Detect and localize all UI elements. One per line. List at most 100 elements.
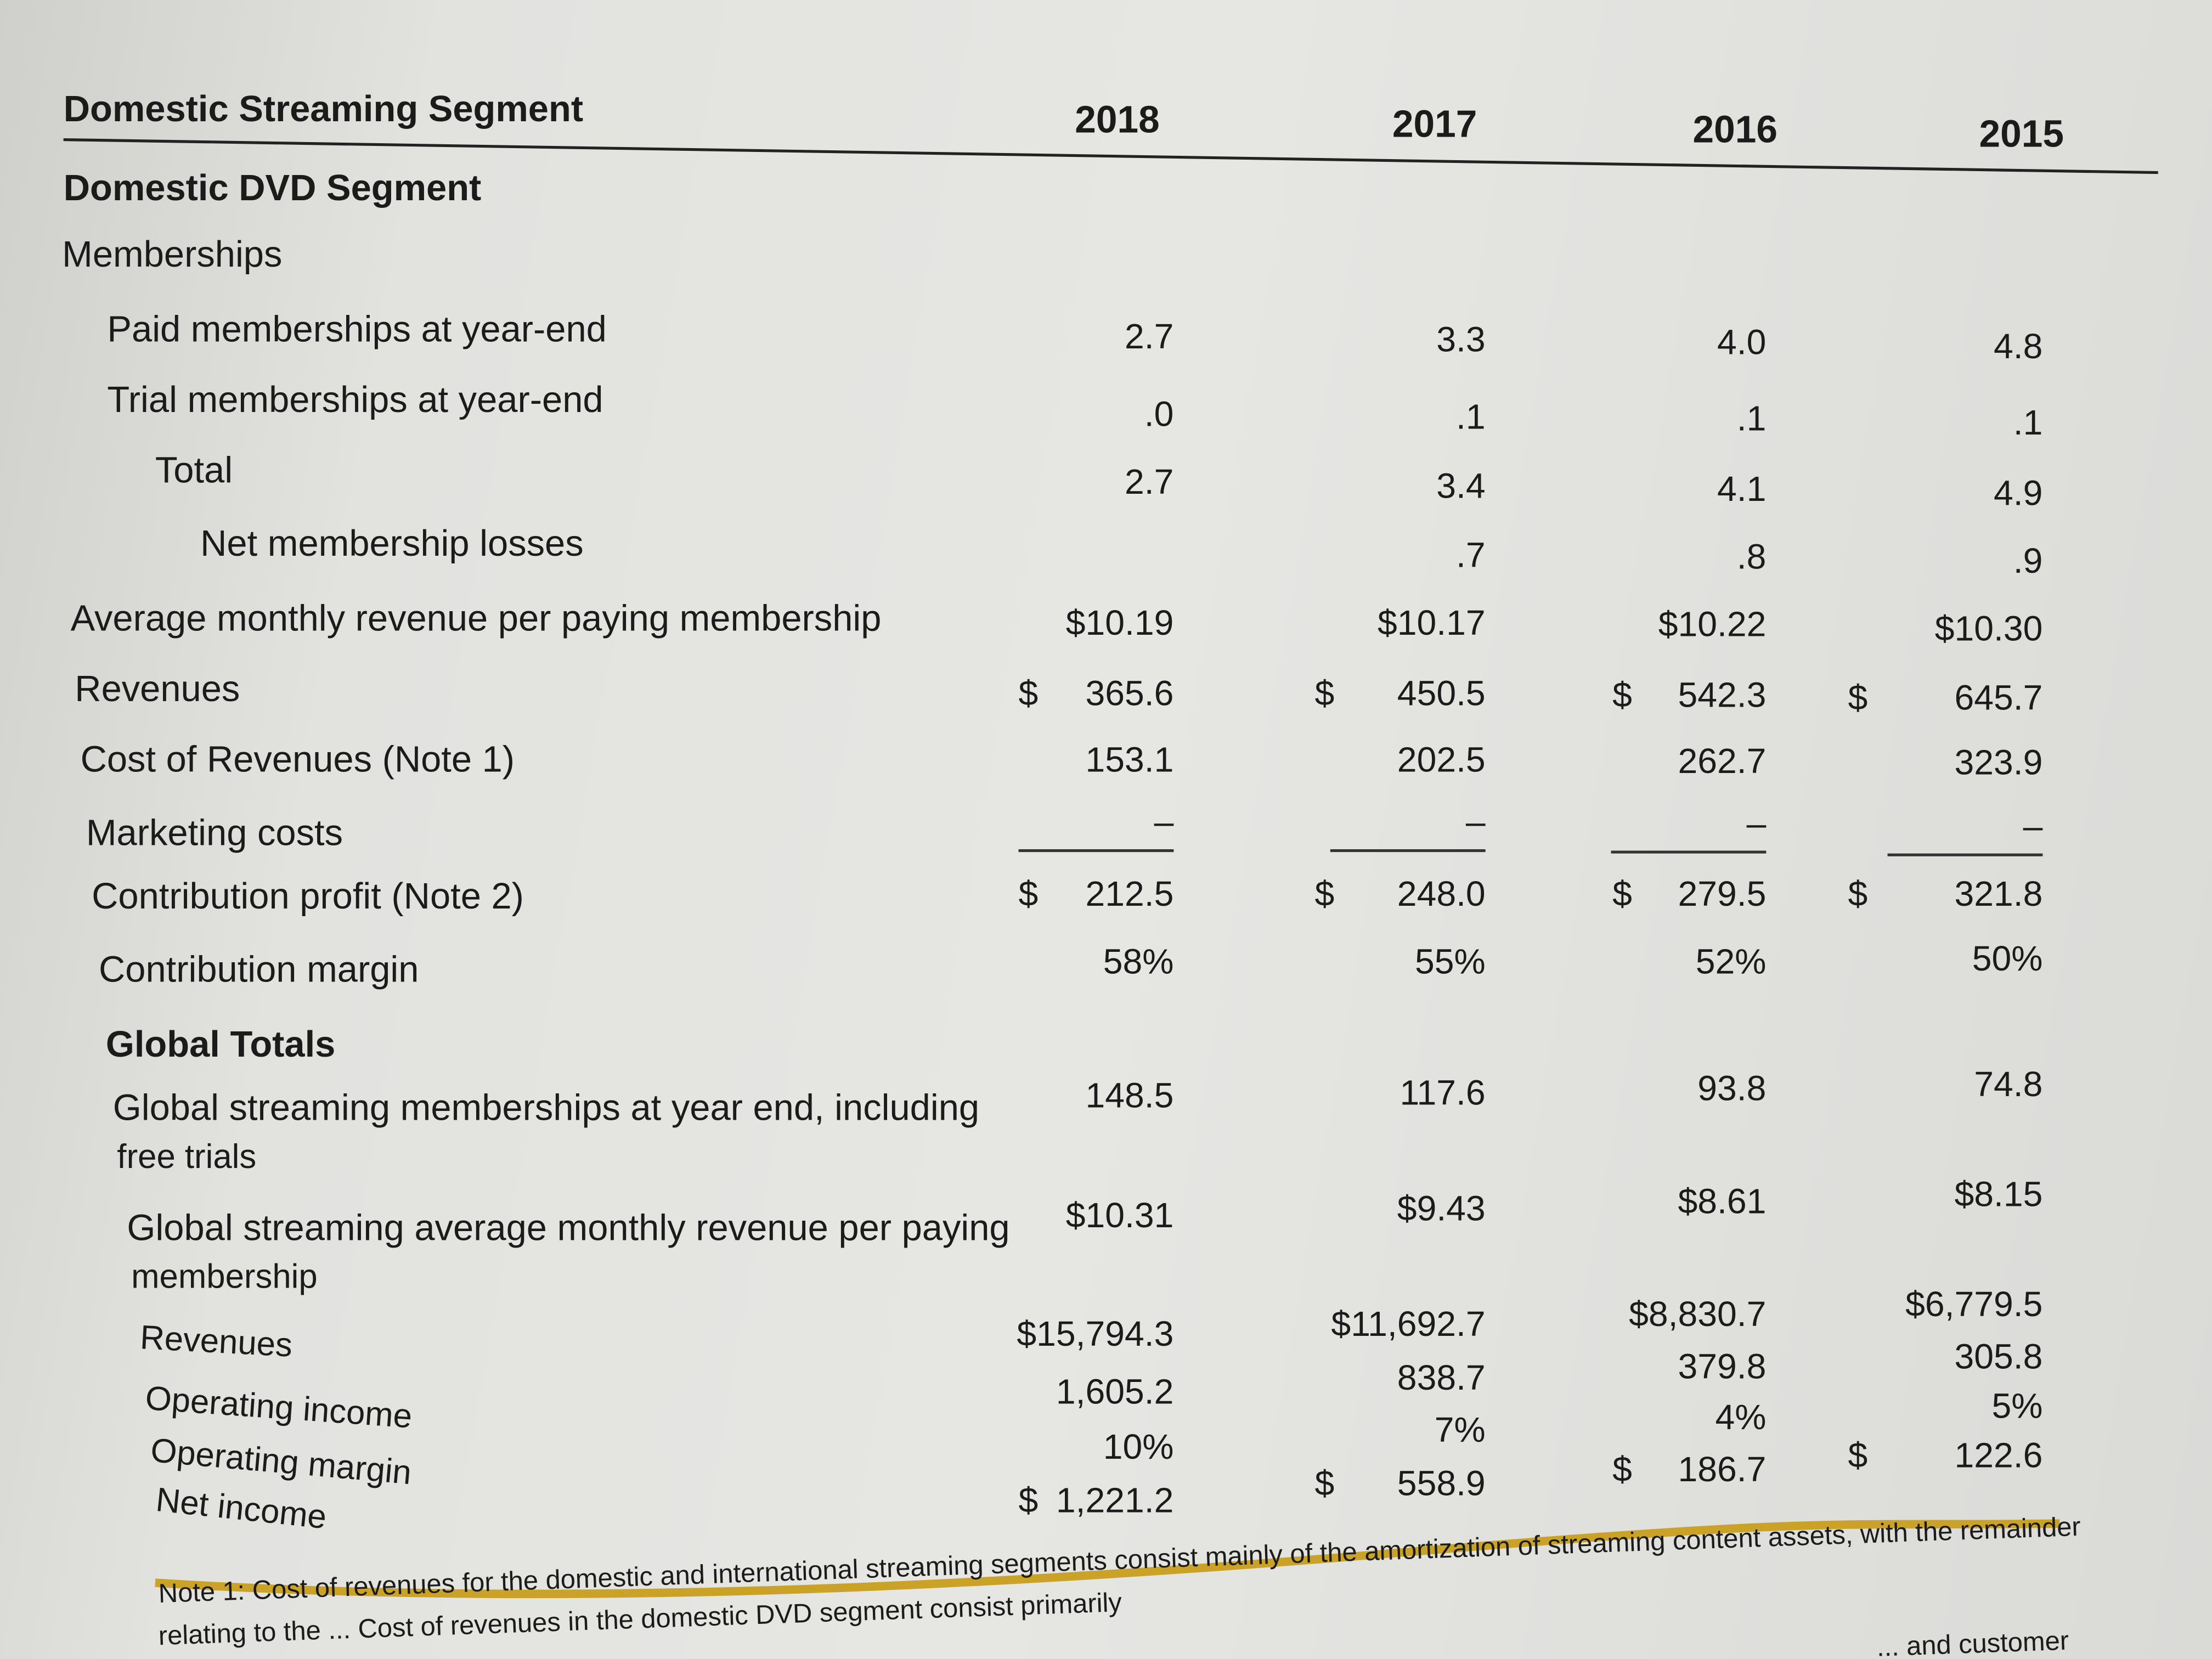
- row-label: Marketing costs: [86, 811, 343, 854]
- subtotal-rule: [1611, 850, 1767, 853]
- value-2017: 838.7: [1397, 1358, 1486, 1398]
- value-2018: 212.5: [1085, 874, 1174, 915]
- value-2018: .0: [1144, 394, 1174, 435]
- value-2015: .1: [2013, 403, 2043, 443]
- value-2016: 542.3: [1678, 675, 1767, 715]
- value-2018: –: [1154, 803, 1174, 843]
- row-label: Trial memberships at year-end: [107, 378, 603, 421]
- dollar-sign: $: [1612, 1450, 1632, 1490]
- row-label: Revenues: [139, 1319, 294, 1365]
- value-2015: 4.8: [1993, 327, 2043, 367]
- row-label: Contribution profit (Note 2): [92, 874, 524, 917]
- value-2016: .8: [1736, 537, 1767, 577]
- dollar-sign: $: [1314, 874, 1335, 915]
- value-2018: $10.31: [1065, 1196, 1174, 1236]
- dollar-sign: $: [1848, 874, 1868, 915]
- dollar-sign: $: [1612, 874, 1632, 915]
- value-2017: $11,692.7: [1331, 1305, 1486, 1345]
- value-2015: $10.30: [1934, 609, 2043, 649]
- value-2016: 262.7: [1678, 742, 1767, 782]
- subtotal-rule: [1018, 849, 1174, 851]
- year-2017-header: 2017: [1392, 103, 1477, 145]
- value-2018: 1,605.2: [1056, 1372, 1174, 1412]
- dollar-sign: $: [1018, 674, 1039, 714]
- value-2018: 10%: [1103, 1427, 1174, 1468]
- year-2018-header: 2018: [1075, 98, 1160, 142]
- row-label: Domestic DVD Segment: [63, 166, 482, 209]
- dollar-sign: $: [1018, 874, 1039, 915]
- value-2017: .7: [1456, 536, 1486, 576]
- value-2015: 5%: [1991, 1386, 2043, 1426]
- row-label: Memberships: [62, 233, 283, 275]
- value-2017: 3.3: [1436, 320, 1486, 360]
- value-2017: $9.43: [1397, 1189, 1486, 1229]
- value-2016: –: [1746, 804, 1767, 844]
- value-2015: 50%: [1972, 939, 2043, 979]
- value-2015: 645.7: [1954, 678, 2043, 718]
- value-2017: 55%: [1414, 942, 1486, 982]
- value-2017: 3.4: [1436, 467, 1486, 507]
- row-label: Revenues: [75, 667, 240, 710]
- value-2018: 2.7: [1125, 317, 1174, 357]
- row-label: Global Totals: [105, 1023, 336, 1065]
- value-2017: 450.5: [1397, 674, 1486, 714]
- dollar-sign: $: [1314, 674, 1335, 714]
- value-2016: 93.8: [1697, 1069, 1767, 1109]
- value-2016: $8,830.7: [1629, 1295, 1767, 1335]
- row-label: Average monthly revenue per paying membe…: [70, 596, 882, 639]
- value-2018: 148.5: [1085, 1076, 1174, 1116]
- value-2015: 321.8: [1954, 874, 2043, 915]
- dollar-sign: $: [1314, 1464, 1335, 1504]
- value-2016: 186.7: [1678, 1450, 1767, 1490]
- value-2016: 4.1: [1717, 470, 1767, 510]
- value-2016: .1: [1736, 399, 1767, 439]
- value-2017: 558.9: [1397, 1464, 1486, 1504]
- value-2015: 4.9: [1993, 473, 2043, 514]
- dollar-sign: $: [1018, 1481, 1039, 1521]
- row-label: Net membership losses: [200, 522, 584, 565]
- value-2018: 58%: [1103, 942, 1174, 982]
- value-2018: 2.7: [1125, 462, 1174, 503]
- value-2016: $10.22: [1658, 605, 1767, 645]
- value-2018: $10.19: [1065, 603, 1174, 644]
- segment-title: Domestic Streaming Segment: [63, 87, 584, 130]
- value-2018: 1,221.2: [1056, 1481, 1174, 1521]
- row-label: Global streaming average monthly revenue…: [127, 1206, 1010, 1249]
- value-2017: –: [1465, 803, 1486, 843]
- value-2015: 305.8: [1954, 1337, 2043, 1377]
- value-2015: –: [2023, 806, 2043, 847]
- dollar-sign: $: [1612, 675, 1632, 715]
- value-2016: 279.5: [1678, 874, 1767, 915]
- value-2016: 52%: [1695, 942, 1767, 982]
- value-2015: $6,779.5: [1905, 1285, 2043, 1325]
- value-2016: $8.61: [1678, 1182, 1767, 1222]
- year-2016-header: 2016: [1692, 108, 1778, 151]
- value-2017: 202.5: [1397, 740, 1486, 780]
- subtotal-rule: [1887, 853, 2043, 856]
- value-2016: 4.0: [1717, 323, 1767, 363]
- value-2018: 153.1: [1085, 740, 1174, 780]
- value-2018: 365.6: [1085, 674, 1174, 714]
- value-2017: 117.6: [1400, 1073, 1486, 1113]
- row-label: Global streaming memberships at year end…: [112, 1086, 980, 1129]
- dollar-sign: $: [1848, 678, 1868, 718]
- value-2017: .1: [1456, 398, 1486, 438]
- row-label-continued: free trials: [117, 1138, 257, 1177]
- year-2015-header: 2015: [1979, 112, 2064, 155]
- row-label: Contribution margin: [98, 947, 419, 991]
- row-label: Cost of Revenues (Note 1): [80, 737, 515, 780]
- value-2018: $15,794.3: [1017, 1314, 1174, 1355]
- value-2015: .9: [2013, 541, 2043, 582]
- row-label: Total: [155, 448, 233, 491]
- value-2015: 74.8: [1974, 1065, 2043, 1105]
- value-2016: 4%: [1715, 1398, 1767, 1438]
- row-label: Paid memberships at year-end: [107, 307, 607, 350]
- value-2015: $8.15: [1954, 1175, 2043, 1215]
- subtotal-rule: [1330, 849, 1486, 851]
- value-2017: $10.17: [1378, 603, 1486, 644]
- dollar-sign: $: [1848, 1436, 1868, 1476]
- value-2015: 323.9: [1954, 743, 2043, 783]
- row-label-continued: membership: [131, 1258, 318, 1297]
- value-2017: 248.0: [1397, 874, 1486, 915]
